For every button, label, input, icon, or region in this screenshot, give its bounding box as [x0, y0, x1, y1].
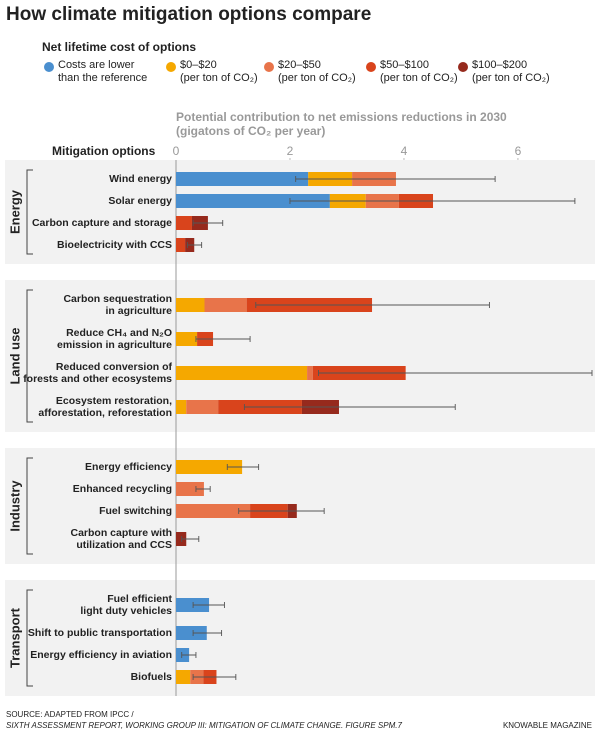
error-bar	[181, 652, 197, 658]
group-bracket	[26, 589, 33, 687]
legend-swatch	[44, 62, 54, 72]
bar-segment	[176, 332, 198, 346]
group-label: Industry	[7, 480, 22, 532]
legend-swatch	[166, 62, 176, 72]
error-bar	[289, 198, 576, 204]
error-bar	[243, 404, 456, 410]
error-bar	[318, 370, 593, 376]
group-label: Transport	[7, 607, 22, 668]
bar-segment	[307, 366, 313, 380]
category-label: Ecosystem restoration, afforestation, re…	[38, 395, 172, 419]
group-bracket	[26, 289, 33, 423]
category-label: Fuel efficient light duty vehicles	[80, 593, 172, 617]
bar-segment	[176, 298, 205, 312]
bar-segment	[176, 172, 309, 186]
x-axis-title: Potential contribution to net emissions …	[176, 110, 507, 138]
category-label: Energy efficiency in aviation	[30, 649, 172, 661]
category-label: Carbon capture and storage	[31, 217, 172, 229]
error-bar	[195, 486, 211, 492]
legend-label: $0–$20 (per ton of CO₂)	[180, 59, 258, 84]
error-bar	[192, 602, 225, 608]
legend-swatch	[366, 62, 376, 72]
legend-swatch	[458, 62, 468, 72]
category-label: Reduce CH₄ and N₂O emission in agricultu…	[57, 327, 172, 351]
x-tick-label: 6	[515, 144, 522, 158]
error-bar	[192, 630, 223, 636]
error-bar	[226, 464, 260, 470]
x-tick-label: 4	[401, 144, 408, 158]
bar-segment	[176, 238, 186, 252]
error-bar	[192, 220, 224, 226]
group-label: Land use	[7, 327, 22, 384]
category-label: Energy efficiency	[85, 461, 172, 473]
category-label: Bioelectricity with CCS	[57, 239, 172, 251]
error-bar	[295, 176, 496, 182]
bar-segment	[176, 216, 192, 230]
x-tick-label: 0	[173, 144, 180, 158]
source-line: SOURCE: ADAPTED FROM IPCC /	[6, 710, 134, 719]
category-label: Carbon sequestration in agriculture	[63, 293, 172, 317]
group-bracket	[26, 169, 33, 255]
legend-label: $20–$50 (per ton of CO₂)	[278, 59, 356, 84]
group-background	[5, 580, 595, 696]
legend-title: Net lifetime cost of options	[42, 40, 197, 54]
error-bar	[181, 536, 200, 542]
bar-segment	[176, 482, 204, 496]
category-label: Reduced conversion of forests and other …	[23, 361, 172, 385]
source-line: SIXTH ASSESSMENT REPORT, WORKING GROUP I…	[6, 721, 402, 730]
bar-segment	[176, 598, 210, 612]
chart-title: How climate mitigation options compare	[6, 4, 372, 25]
error-bar	[238, 508, 325, 514]
bar-segment	[176, 532, 187, 546]
group-label: Energy	[7, 189, 22, 234]
x-tick-label: 2	[287, 144, 294, 158]
bar-segment	[176, 366, 308, 380]
category-label: Wind energy	[109, 173, 172, 185]
legend-swatch	[264, 62, 274, 72]
bar-segment	[176, 626, 207, 640]
category-label: Biofuels	[130, 671, 172, 683]
error-bar	[192, 674, 237, 680]
bar-segment	[186, 400, 219, 414]
category-label: Fuel switching	[99, 505, 172, 517]
category-label: Shift to public transportation	[27, 627, 172, 639]
group-background	[5, 448, 595, 564]
category-label: Carbon capture with utilization and CCS	[70, 527, 172, 551]
legend-label: $100–$200 (per ton of CO₂)	[472, 59, 550, 84]
bar-segment	[176, 194, 330, 208]
bar-segment	[176, 670, 191, 684]
category-label: Enhanced recycling	[72, 483, 172, 495]
credit: KNOWABLE MAGAZINE	[502, 721, 592, 730]
legend-label: $50–$100 (per ton of CO₂)	[380, 59, 458, 84]
group-bracket	[26, 457, 33, 555]
bar-segment	[204, 298, 247, 312]
bar-segment	[176, 460, 243, 474]
bar-segment	[176, 400, 187, 414]
error-bar	[195, 336, 251, 342]
error-bar	[186, 242, 203, 248]
legend-label: Costs are lower than the reference	[58, 59, 148, 84]
error-bar	[255, 302, 490, 308]
category-label: Solar energy	[108, 195, 172, 207]
bar-segment	[176, 504, 251, 518]
category-axis-title: Mitigation options	[52, 144, 156, 158]
